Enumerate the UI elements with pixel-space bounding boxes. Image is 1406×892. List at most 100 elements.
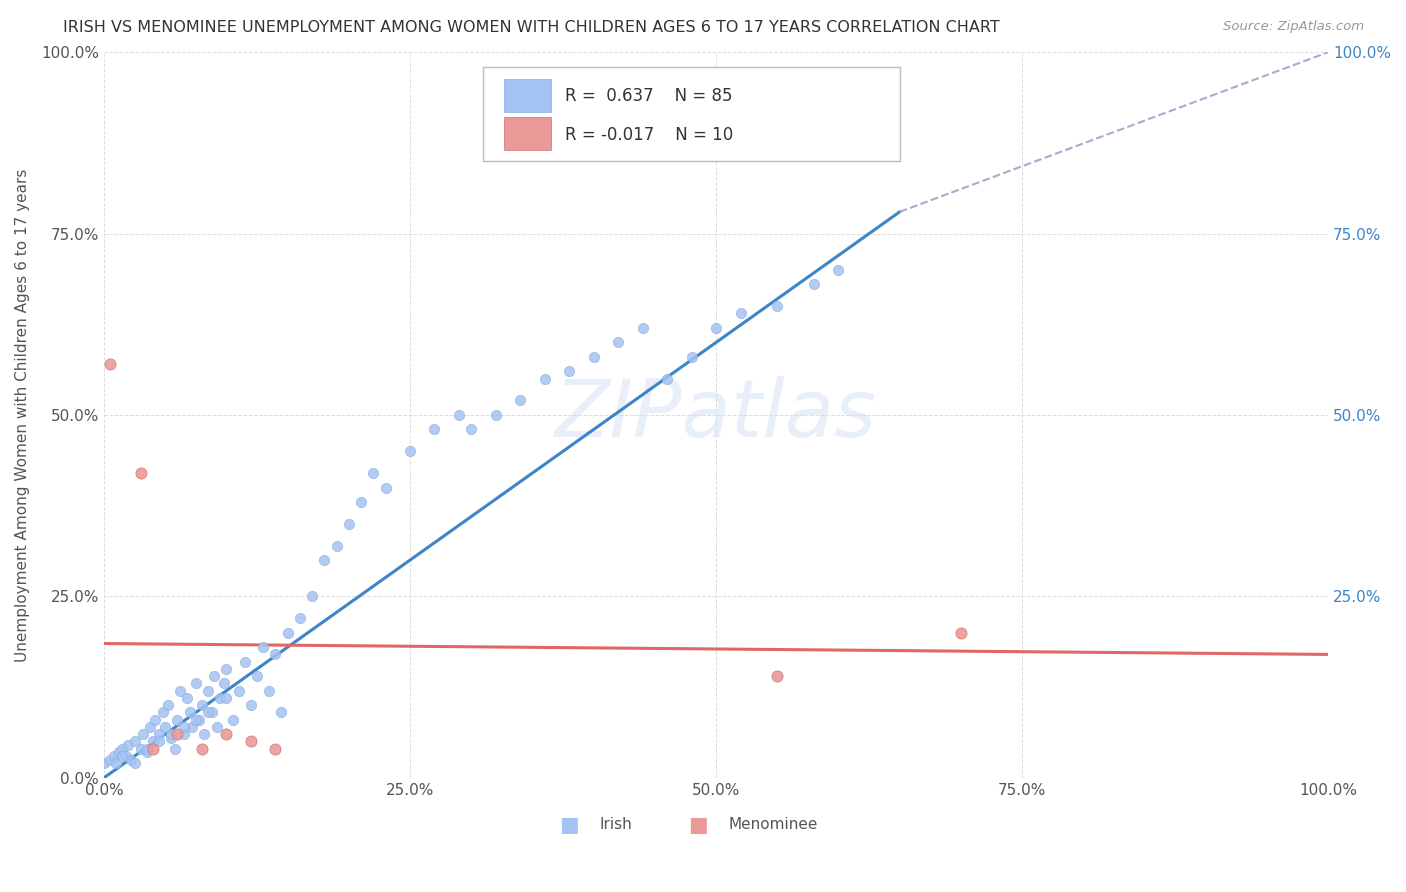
Point <box>166 713 188 727</box>
Point <box>246 669 269 683</box>
Point <box>252 640 274 655</box>
Point <box>124 756 146 771</box>
Point <box>704 321 727 335</box>
Point <box>135 745 157 759</box>
Point <box>288 611 311 625</box>
Point <box>191 698 214 713</box>
Point <box>98 357 121 371</box>
Point <box>179 706 201 720</box>
Point <box>205 720 228 734</box>
Point <box>558 364 581 378</box>
Point <box>374 481 396 495</box>
FancyBboxPatch shape <box>484 67 900 161</box>
Point <box>582 350 605 364</box>
Point <box>228 683 250 698</box>
Point <box>485 408 508 422</box>
Point <box>184 713 207 727</box>
Point <box>142 734 165 748</box>
Point <box>361 466 384 480</box>
Point <box>257 683 280 698</box>
Point <box>631 321 654 335</box>
Point <box>655 372 678 386</box>
Point <box>264 741 287 756</box>
Point <box>460 423 482 437</box>
Point <box>98 753 121 767</box>
Point <box>111 741 134 756</box>
Point <box>239 734 262 748</box>
Point <box>202 669 225 683</box>
Point <box>197 683 219 698</box>
Point <box>129 466 152 480</box>
Point <box>160 727 183 741</box>
Point <box>215 662 238 676</box>
Point <box>277 625 299 640</box>
Point <box>863 103 886 118</box>
Text: ■: ■ <box>688 815 707 835</box>
Point <box>173 727 195 741</box>
Point <box>212 676 235 690</box>
Point <box>142 741 165 756</box>
Text: ■: ■ <box>560 815 579 835</box>
Point <box>139 720 162 734</box>
Point <box>221 713 243 727</box>
Point <box>270 706 292 720</box>
Text: Source: ZipAtlas.com: Source: ZipAtlas.com <box>1223 20 1364 33</box>
Point <box>423 423 446 437</box>
Point <box>152 706 174 720</box>
Point <box>201 706 224 720</box>
Point <box>803 277 825 292</box>
Point <box>607 335 630 350</box>
Point <box>325 539 347 553</box>
Point <box>197 706 219 720</box>
Point <box>181 720 204 734</box>
Point <box>176 690 198 705</box>
Text: Menominee: Menominee <box>728 817 818 832</box>
Point <box>188 713 211 727</box>
Point <box>105 756 128 771</box>
Text: IRISH VS MENOMINEE UNEMPLOYMENT AMONG WOMEN WITH CHILDREN AGES 6 TO 17 YEARS COR: IRISH VS MENOMINEE UNEMPLOYMENT AMONG WO… <box>63 20 1000 35</box>
Point <box>93 756 115 771</box>
Bar <box>505 118 551 151</box>
Point <box>160 731 183 745</box>
Point <box>350 495 373 509</box>
Point <box>681 350 703 364</box>
Point <box>111 749 134 764</box>
Point <box>184 676 207 690</box>
Point <box>135 741 157 756</box>
Point <box>827 263 849 277</box>
Point <box>215 727 238 741</box>
Point <box>209 690 232 705</box>
Point <box>103 749 125 764</box>
Point <box>124 734 146 748</box>
Point <box>239 698 262 713</box>
Point <box>264 648 287 662</box>
Point <box>148 734 170 748</box>
Point <box>949 625 972 640</box>
Point <box>115 749 138 764</box>
Text: R = -0.017    N = 10: R = -0.017 N = 10 <box>565 126 734 144</box>
Point <box>156 698 179 713</box>
Point <box>107 745 129 759</box>
Point <box>132 727 155 741</box>
Point <box>117 738 139 752</box>
Point <box>163 741 186 756</box>
Point <box>145 713 167 727</box>
Point <box>314 553 336 567</box>
Point <box>766 669 789 683</box>
Point <box>215 690 238 705</box>
Point <box>120 753 142 767</box>
Y-axis label: Unemployment Among Women with Children Ages 6 to 17 years: Unemployment Among Women with Children A… <box>15 169 30 662</box>
Text: R =  0.637    N = 85: R = 0.637 N = 85 <box>565 87 733 105</box>
Point <box>173 720 195 734</box>
Point <box>337 516 360 531</box>
Point <box>191 741 214 756</box>
Point <box>153 720 176 734</box>
Point <box>148 727 170 741</box>
Point <box>301 590 323 604</box>
Point <box>193 727 215 741</box>
Bar <box>505 79 551 112</box>
Point <box>399 444 422 458</box>
Point <box>533 372 555 386</box>
Text: ZIPatlas: ZIPatlas <box>555 376 877 454</box>
Point <box>447 408 470 422</box>
